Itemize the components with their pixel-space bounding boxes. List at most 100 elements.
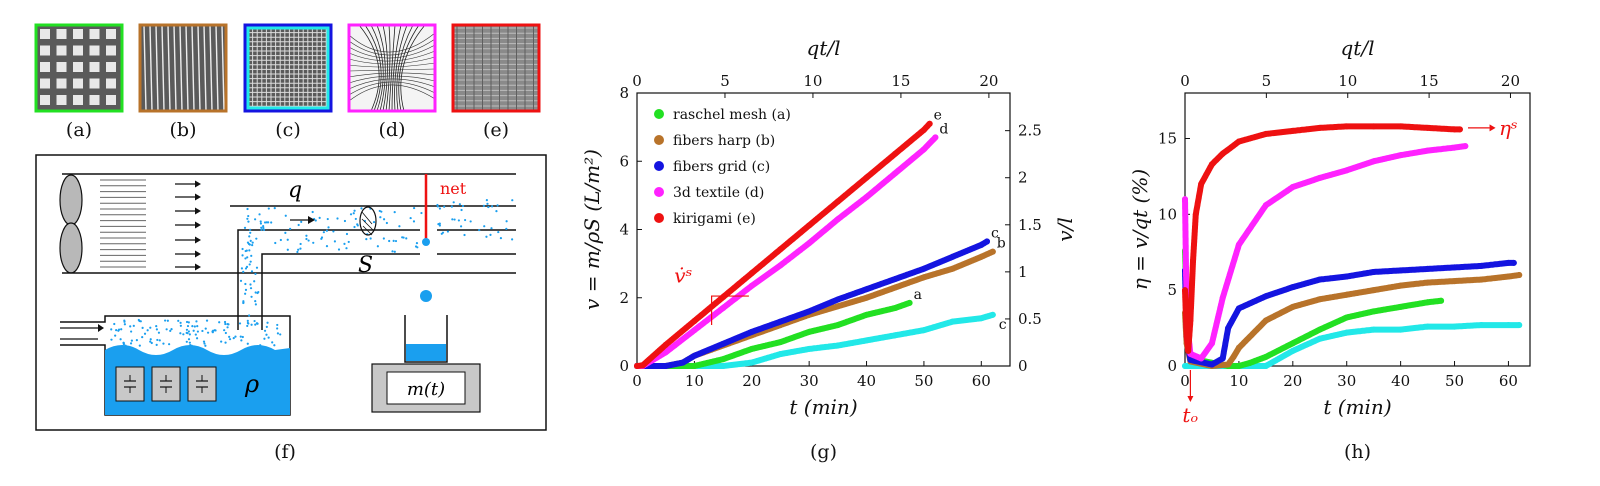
data-point: [748, 282, 755, 289]
asymptote-label: ηˢ: [1499, 116, 1518, 140]
data-point: [1187, 356, 1194, 363]
raschel-mesh-texture: (a): [34, 23, 124, 141]
data-point: [920, 265, 927, 272]
series-line: [634, 238, 990, 369]
x-tick-label: 20: [1283, 372, 1302, 390]
data-point: [1262, 317, 1269, 324]
series-4: [1182, 123, 1463, 354]
legend-marker: [654, 187, 664, 197]
data-point: [1424, 299, 1431, 306]
data-point: [834, 198, 841, 205]
data-point: [989, 248, 996, 255]
fibers-grid-texture: (c): [243, 23, 333, 141]
legend-entry: raschel mesh (a): [673, 107, 791, 123]
x-tick-label: 0: [632, 372, 642, 390]
data-point: [1230, 353, 1237, 360]
data-point: [1208, 361, 1215, 368]
x-tick-label: 40: [857, 372, 876, 390]
y-tick-label: 15: [1158, 130, 1177, 148]
data-point: [949, 318, 956, 325]
sample-frame: [34, 23, 124, 113]
data-point: [1397, 303, 1404, 310]
y-tick-label: 0: [619, 357, 629, 375]
chart-g-ylabel: v = m/ρS (L/m²): [580, 149, 604, 310]
data-point: [1183, 272, 1190, 278]
chart-h-ylabel: η = v/qt (%): [1128, 169, 1152, 290]
y-tick-label: 10: [1158, 205, 1177, 223]
data-point: [1289, 127, 1296, 134]
data-point: [906, 299, 913, 306]
y-tick-label: 0: [1167, 357, 1177, 375]
legend-marker: [654, 109, 664, 119]
panel-label-g: (g): [810, 441, 837, 463]
data-point: [1456, 126, 1463, 133]
data-point: [1516, 272, 1523, 278]
series-line: [634, 120, 933, 369]
series-tag: e: [934, 108, 942, 124]
section-label: S: [358, 253, 373, 278]
chart-h-xlabel: t (min): [1323, 395, 1391, 419]
legend-entry: fibers harp (b): [673, 133, 775, 149]
right-y-tick-label: 1: [1018, 263, 1028, 281]
data-point: [1462, 143, 1469, 150]
data-point: [834, 303, 841, 310]
data-point: [1478, 262, 1485, 269]
series-tag: a: [914, 287, 922, 303]
data-point: [777, 339, 784, 346]
kirigami-texture: (e): [451, 23, 541, 141]
chart-g-annotations: v̇ˢ: [674, 263, 749, 326]
sample-frame: [347, 23, 437, 113]
legend-marker: [654, 161, 664, 171]
series-2: c: [634, 225, 999, 369]
wind-tunnel-schematic: net q S m(t) ρ (f): [35, 154, 547, 463]
data-point: [926, 120, 933, 127]
data-point: [1424, 147, 1431, 154]
data-point: [1316, 335, 1323, 342]
data-point: [691, 363, 698, 369]
beaker: [404, 315, 448, 363]
slope-label: v̇ˢ: [674, 263, 692, 287]
data-point: [892, 275, 899, 282]
data-point: [1182, 287, 1188, 294]
top-x-tick-label: 10: [803, 72, 822, 90]
data-point: [1289, 303, 1296, 310]
data-point: [1505, 259, 1512, 266]
chart-g-top-xlabel: qt/l: [807, 36, 841, 60]
data-point: [1343, 123, 1350, 130]
data-point: [1235, 344, 1242, 351]
data-point: [1289, 340, 1296, 347]
data-point: [1208, 340, 1215, 347]
data-point: [691, 317, 698, 324]
fibers-harp-texture: (b): [138, 23, 228, 141]
data-point: [748, 359, 755, 366]
legend-entry: fibers grid (c): [673, 159, 770, 175]
data-point: [920, 126, 927, 133]
data-point: [1192, 211, 1199, 218]
data-point: [984, 238, 991, 245]
data-point: [834, 296, 841, 303]
data-point: [1397, 267, 1404, 274]
data-point: [1343, 273, 1350, 280]
data-point: [1478, 322, 1485, 329]
data-point: [1219, 294, 1226, 301]
data-point: [1235, 241, 1242, 248]
beaker-water: [406, 344, 446, 361]
series-line: [1182, 322, 1523, 369]
chart-g-xlabel: t (min): [789, 395, 857, 419]
y-tick-label: 8: [619, 84, 629, 102]
chart-h-annotations: ηˢ tₒ: [1182, 116, 1517, 427]
top-x-tick-label: 15: [1420, 72, 1439, 90]
data-point: [1451, 126, 1458, 133]
data-point: [1246, 359, 1253, 366]
schematic-frame: [35, 154, 547, 431]
data-point: [920, 274, 927, 281]
data-point: [863, 311, 870, 318]
data-point: [1438, 297, 1445, 304]
x-tick-label: 10: [1229, 372, 1248, 390]
right-y-tick-label: 2: [1018, 169, 1028, 187]
data-point: [1316, 276, 1323, 283]
right-y-tick-label: 0.5: [1018, 310, 1042, 328]
